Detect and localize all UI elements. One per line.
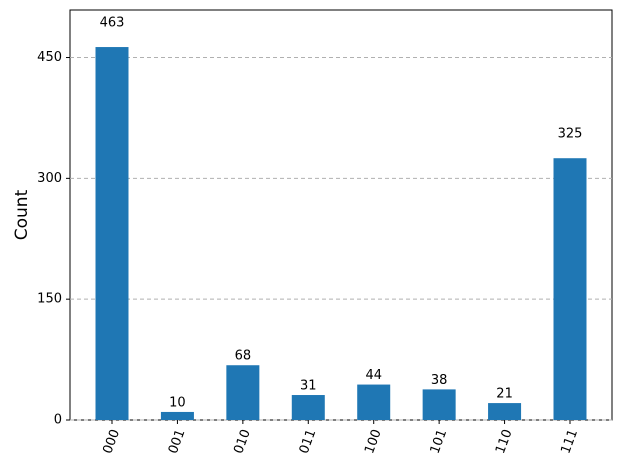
- bar: [95, 47, 129, 421]
- y-tick-label: 150: [37, 292, 62, 307]
- data-label: 44: [365, 368, 382, 383]
- y-tick-label: 450: [37, 50, 62, 65]
- bar: [291, 395, 325, 420]
- bar: [357, 384, 391, 420]
- bar: [160, 411, 194, 420]
- x-tick-label: 010: [231, 427, 254, 455]
- bar: [553, 158, 587, 421]
- x-tick-label: 100: [362, 427, 385, 455]
- data-label: 38: [431, 373, 448, 388]
- y-tick-label: 300: [37, 171, 62, 186]
- bar: [422, 389, 456, 420]
- x-tick-label: 011: [297, 427, 320, 455]
- x-tick-label: 111: [558, 427, 581, 455]
- y-tick-label: 0: [54, 413, 62, 428]
- x-tick-label: 101: [428, 427, 451, 455]
- data-label: 463: [100, 16, 125, 31]
- data-label: 68: [235, 349, 252, 364]
- bar: [488, 403, 522, 420]
- y-axis-label: Count: [12, 189, 32, 240]
- data-label: 21: [496, 387, 513, 402]
- bar: [226, 365, 260, 420]
- x-tick-label: 110: [493, 427, 516, 455]
- x-tick-label: 000: [100, 427, 123, 455]
- data-label: 325: [558, 127, 583, 142]
- plot-frame: [69, 9, 613, 421]
- data-label: 31: [300, 379, 317, 394]
- data-label: 10: [169, 395, 186, 410]
- x-tick-label: 001: [166, 427, 189, 455]
